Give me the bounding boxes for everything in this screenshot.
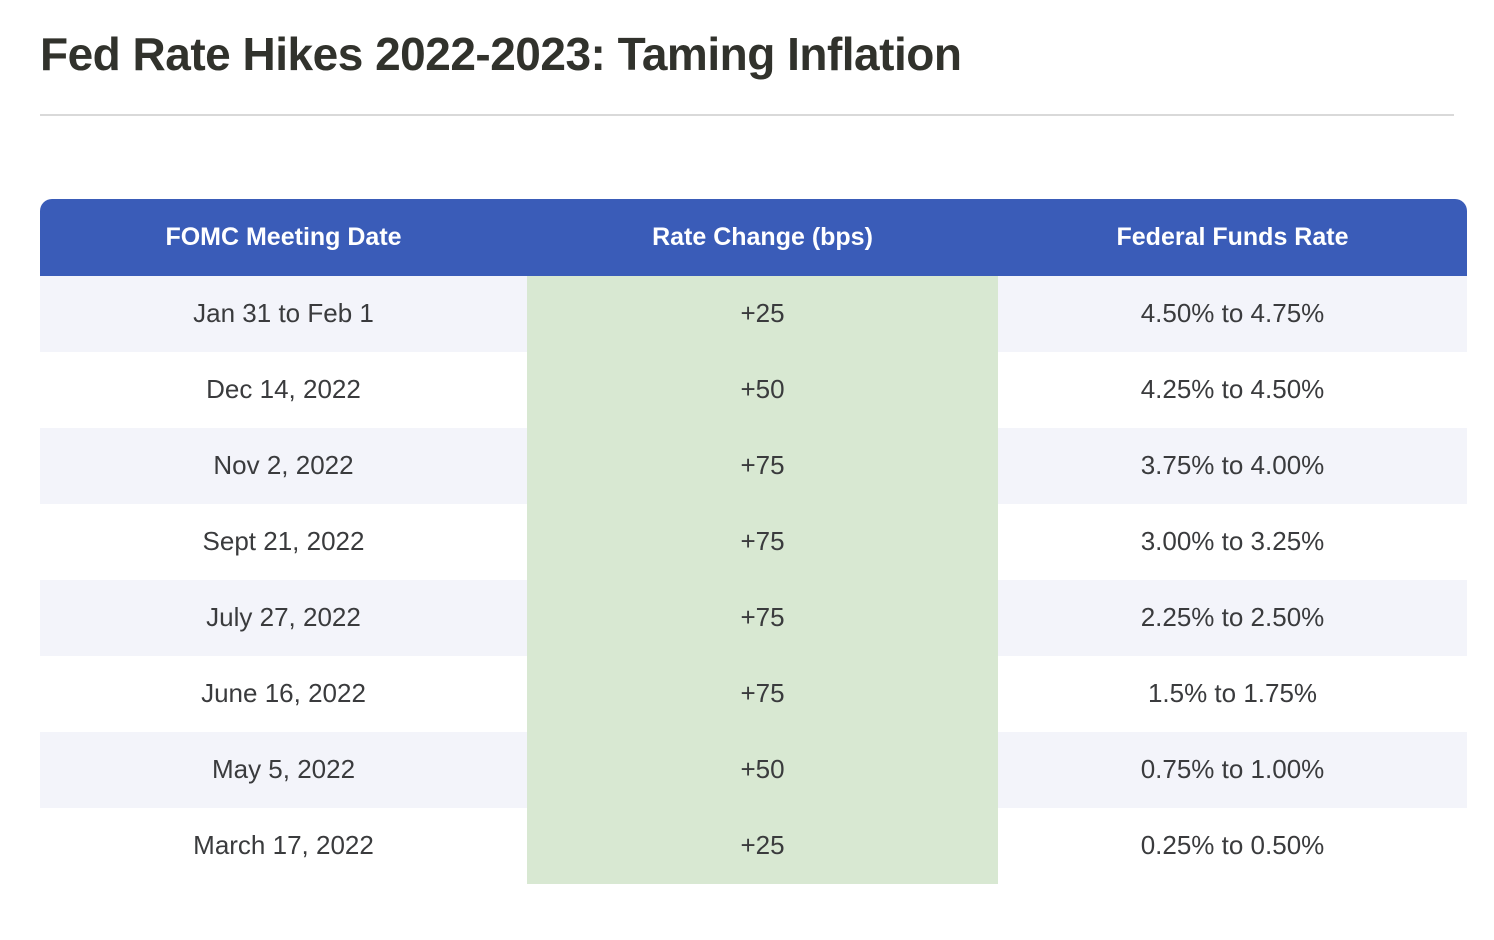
cell-meeting-date: June 16, 2022 — [40, 655, 527, 732]
table-header: FOMC Meeting Date Rate Change (bps) Fede… — [40, 198, 1467, 276]
table-row: March 17, 2022 +25 0.25% to 0.50% — [40, 807, 1467, 884]
cell-funds-rate: 3.00% to 3.25% — [998, 503, 1467, 580]
cell-funds-rate: 1.5% to 1.75% — [998, 655, 1467, 732]
cell-meeting-date: Dec 14, 2022 — [40, 351, 527, 428]
column-header-fomc-meeting-date: FOMC Meeting Date — [40, 198, 527, 276]
cell-meeting-date: Sept 21, 2022 — [40, 503, 527, 580]
cell-rate-change: +75 — [527, 427, 998, 504]
cell-funds-rate: 2.25% to 2.50% — [998, 579, 1467, 656]
table-row: Sept 21, 2022 +75 3.00% to 3.25% — [40, 503, 1467, 580]
table-row: Jan 31 to Feb 1 +25 4.50% to 4.75% — [40, 275, 1467, 352]
page: Fed Rate Hikes 2022-2023: Taming Inflati… — [0, 28, 1494, 884]
cell-meeting-date: July 27, 2022 — [40, 579, 527, 656]
cell-rate-change: +75 — [527, 655, 998, 732]
cell-rate-change: +75 — [527, 503, 998, 580]
table-row: Dec 14, 2022 +50 4.25% to 4.50% — [40, 351, 1467, 428]
table-row: June 16, 2022 +75 1.5% to 1.75% — [40, 655, 1467, 732]
cell-funds-rate: 0.25% to 0.50% — [998, 807, 1467, 884]
table-row: Nov 2, 2022 +75 3.75% to 4.00% — [40, 427, 1467, 504]
header-row: FOMC Meeting Date Rate Change (bps) Fede… — [40, 198, 1467, 276]
cell-meeting-date: May 5, 2022 — [40, 731, 527, 808]
page-title: Fed Rate Hikes 2022-2023: Taming Inflati… — [40, 28, 962, 80]
cell-meeting-date: March 17, 2022 — [40, 807, 527, 884]
cell-funds-rate: 4.50% to 4.75% — [998, 275, 1467, 352]
table-body: Jan 31 to Feb 1 +25 4.50% to 4.75% Dec 1… — [40, 275, 1467, 884]
cell-rate-change: +25 — [527, 807, 998, 884]
cell-rate-change: +50 — [527, 351, 998, 428]
column-header-federal-funds-rate: Federal Funds Rate — [998, 198, 1467, 276]
cell-meeting-date: Nov 2, 2022 — [40, 427, 527, 504]
cell-funds-rate: 4.25% to 4.50% — [998, 351, 1467, 428]
cell-rate-change: +25 — [527, 275, 998, 352]
table-row: May 5, 2022 +50 0.75% to 1.00% — [40, 731, 1467, 808]
cell-funds-rate: 0.75% to 1.00% — [998, 731, 1467, 808]
cell-meeting-date: Jan 31 to Feb 1 — [40, 275, 527, 352]
cell-rate-change: +75 — [527, 579, 998, 656]
cell-funds-rate: 3.75% to 4.00% — [998, 427, 1467, 504]
divider — [40, 113, 1454, 116]
fed-rate-hikes-table: FOMC Meeting Date Rate Change (bps) Fede… — [40, 198, 1467, 884]
cell-rate-change: +50 — [527, 731, 998, 808]
column-header-rate-change: Rate Change (bps) — [527, 198, 998, 276]
table-row: July 27, 2022 +75 2.25% to 2.50% — [40, 579, 1467, 656]
